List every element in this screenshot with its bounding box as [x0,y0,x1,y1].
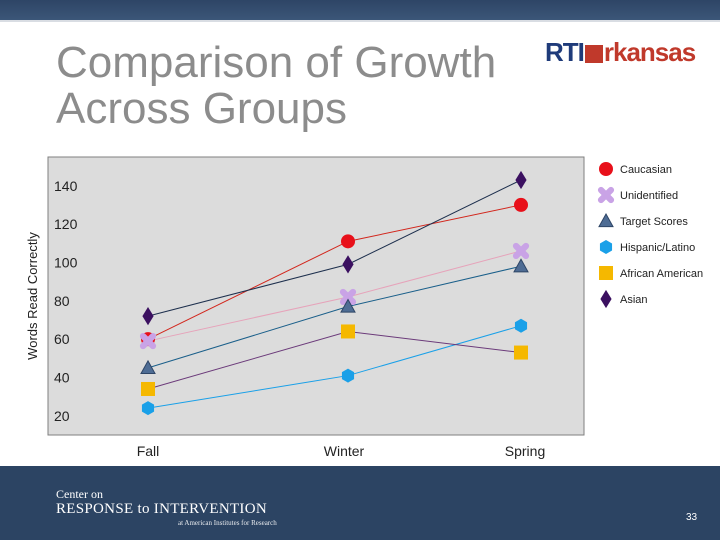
footer-bar [0,466,720,540]
legend-label-hispanic-latino: Hispanic/Latino [620,242,695,254]
y-tick-label-40: 40 [54,369,70,385]
logo-rti-text: RTI [545,37,585,67]
y-tick-label-80: 80 [54,293,70,309]
legend-marker-african-american [599,266,613,280]
title-line-2: Across Groups [56,84,347,133]
point-unidentified-winter-stroke [339,288,357,306]
point-unidentified-spring-stroke [512,242,530,260]
point-asian-fall [142,307,154,326]
legend-label-asian: Asian [620,294,648,306]
point-target-scores-fall [140,359,156,374]
legend-marker-unidentified [597,186,615,204]
point-target-scores-winter [340,298,356,313]
y-tick-label-100: 100 [54,254,78,270]
slide-title: Comparison of Growth Across Groups [56,40,496,132]
point-caucasian-winter [341,234,355,249]
legend-label-unidentified: Unidentified [620,190,678,202]
top-divider [0,20,720,22]
footer-line-2: RESPONSE to INTERVENTION [56,501,267,517]
center-on-rti-logo: Center on RESPONSE to INTERVENTION at Am… [56,488,277,528]
point-asian-spring [515,170,527,190]
x-tick-label-winter: Winter [324,443,365,459]
y-tick-label-120: 120 [54,216,78,232]
footer-line-3: at American Institutes for Research [178,519,277,527]
point-caucasian-spring [514,197,528,212]
footer-line-1: Center on [56,487,103,501]
point-target-scores-spring [513,258,529,273]
point-unidentified-winter [339,288,357,306]
page-number: 33 [686,512,698,523]
point-unidentified-fall [139,332,157,350]
y-tick-label-60: 60 [54,331,70,347]
point-african-american-spring [514,345,528,360]
point-unidentified-spring [512,242,530,260]
point-african-american-fall [141,381,155,396]
x-tick-label-fall: Fall [137,443,160,459]
x-tick-label-spring: Spring [505,443,545,459]
title-line-1: Comparison of Growth [56,38,497,87]
legend-marker-target-scores [598,212,614,228]
legend-marker-caucasian [599,162,613,176]
y-tick-label-20: 20 [54,408,70,424]
legend-marker-unidentified-stroke [597,186,615,204]
plot-area [47,156,585,436]
top-banner [0,0,720,20]
point-hispanic-latino-spring [514,318,528,333]
y-axis-label: Words Read Correctly [25,232,40,360]
legend-marker-hispanic-latino [599,240,613,254]
legend-label-target-scores: Target Scores [620,216,688,228]
point-african-american-winter [341,324,355,339]
point-unidentified-fall-stroke [139,332,157,350]
legend-label-caucasian: Caucasian [620,164,672,176]
logo-arkansas-text: rkansas [603,37,696,67]
point-asian-winter [342,255,354,274]
arkansas-flag-icon [584,45,603,63]
legend-marker-asian [600,289,612,309]
point-hispanic-latino-winter [341,368,355,383]
rti-arkansas-logo: RTI rkansas [545,37,696,68]
y-tick-label-140: 140 [54,178,78,194]
legend-label-african-american: African American [620,268,703,280]
point-hispanic-latino-fall [141,401,155,416]
